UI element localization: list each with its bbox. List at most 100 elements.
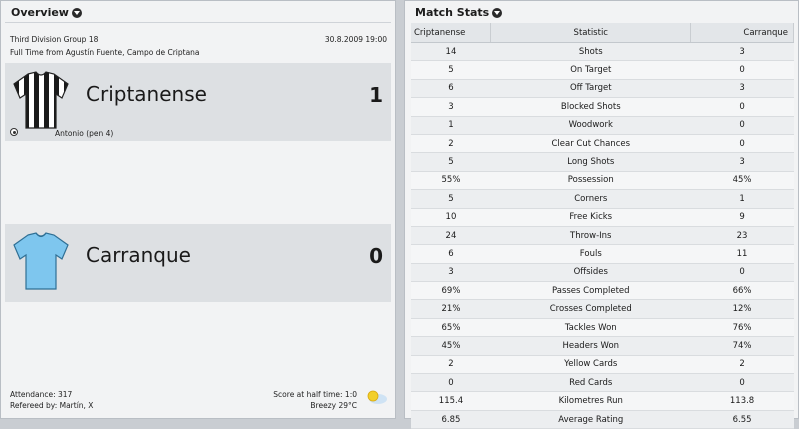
attendance: Attendance: 317: [10, 390, 73, 399]
statistic-label: Fouls: [490, 244, 691, 264]
home-value: 2: [411, 355, 491, 375]
home-value: 5: [411, 189, 491, 209]
statistic-label: Woodwork: [490, 116, 691, 135]
away-team-name[interactable]: Carranque: [86, 243, 191, 267]
home-value: 55%: [411, 171, 491, 191]
table-row: 0 Red Cards 0: [411, 373, 794, 393]
home-value: 14: [411, 42, 491, 62]
referee[interactable]: Refereed by: Martín, X: [10, 401, 94, 410]
table-row: 21% Crosses Completed 12%: [411, 299, 794, 319]
competition-label[interactable]: Third Division Group 18: [10, 35, 99, 44]
home-value: 115.4: [411, 391, 491, 411]
away-value: 76%: [690, 318, 794, 338]
table-row: 24 Throw-Ins 23: [411, 226, 794, 246]
away-value: 23: [690, 226, 794, 246]
home-value: 45%: [411, 336, 491, 356]
table-row: 2 Yellow Cards 2: [411, 355, 794, 375]
overview-panel: Overview Third Division Group 18 30.8.20…: [0, 0, 396, 419]
away-value: 66%: [690, 281, 794, 301]
statistic-label: Average Rating: [490, 410, 691, 429]
match-stats-header[interactable]: Match Stats: [415, 6, 503, 19]
table-row: 6.85 Average Rating 6.55: [411, 410, 794, 429]
overview-header[interactable]: Overview: [11, 6, 82, 19]
table-row: 69% Passes Completed 66%: [411, 281, 794, 301]
away-value: 1: [690, 189, 794, 209]
table-row: 45% Headers Won 74%: [411, 336, 794, 356]
away-value: 74%: [690, 336, 794, 356]
weather-label: Breezy 29°C: [310, 401, 357, 410]
table-row: 2 Clear Cut Chances 0: [411, 134, 794, 154]
home-value: 0: [411, 373, 491, 393]
away-value: 0: [690, 97, 794, 117]
statistic-label: Throw-Ins: [490, 226, 691, 246]
table-row: 3 Blocked Shots 0: [411, 97, 794, 117]
sun-icon: [367, 390, 387, 404]
away-value: 45%: [690, 171, 794, 191]
home-team-row: Criptanense 1: [5, 63, 391, 141]
home-value: 10: [411, 208, 491, 227]
statistic-label: Kilometres Run: [490, 391, 691, 411]
home-value: 2: [411, 134, 491, 154]
half-time-score: Score at half time: 1:0: [273, 390, 357, 399]
table-row: 5 On Target 0: [411, 60, 794, 80]
statistic-label: Shots: [490, 42, 691, 62]
home-value: 5: [411, 152, 491, 172]
away-value: 2: [690, 355, 794, 375]
home-kit-icon: [13, 71, 69, 129]
home-team-name[interactable]: Criptanense: [86, 82, 207, 106]
statistic-label: Red Cards: [490, 373, 691, 393]
table-row: 1 Woodwork 0: [411, 116, 794, 135]
away-team-row: Carranque 0: [5, 224, 391, 302]
match-date: 30.8.2009 19:00: [324, 35, 387, 44]
statistic-label: Free Kicks: [490, 208, 691, 227]
table-row: 55% Possession 45%: [411, 171, 794, 191]
statistic-label: Passes Completed: [490, 281, 691, 301]
statistic-label: Clear Cut Chances: [490, 134, 691, 154]
table-row: 6 Fouls 11: [411, 244, 794, 264]
away-value: 3: [690, 42, 794, 62]
away-value: 9: [690, 208, 794, 227]
statistic-label: Offsides: [490, 263, 691, 283]
table-row: 5 Long Shots 3: [411, 152, 794, 172]
table-row: 14 Shots 3: [411, 42, 794, 62]
match-stats-panel: Match Stats Criptanense Statistic Carran…: [404, 0, 799, 429]
overview-title: Overview: [11, 6, 69, 19]
statistic-label: Yellow Cards: [490, 355, 691, 375]
table-row: 10 Free Kicks 9: [411, 208, 794, 227]
table-row: 65% Tackles Won 76%: [411, 318, 794, 338]
goal-ball-icon: [10, 128, 18, 136]
column-header-statistic[interactable]: Statistic: [490, 23, 692, 43]
away-value: 6.55: [690, 410, 794, 429]
statistic-label: Corners: [490, 189, 691, 209]
home-value: 5: [411, 60, 491, 80]
away-value: 0: [690, 263, 794, 283]
home-value: 24: [411, 226, 491, 246]
chevron-down-icon[interactable]: [71, 7, 82, 18]
column-header-home[interactable]: Criptanense: [411, 23, 492, 43]
home-value: 65%: [411, 318, 491, 338]
venue-line: Full Time from Agustín Fuente, Campo de …: [10, 48, 200, 57]
table-row: 5 Corners 1: [411, 189, 794, 209]
home-value: 6: [411, 79, 491, 99]
home-value: 3: [411, 97, 491, 117]
statistic-label: On Target: [490, 60, 691, 80]
stats-header-row: Criptanense Statistic Carranque: [411, 23, 794, 43]
divider: [5, 22, 391, 23]
column-header-away[interactable]: Carranque: [690, 23, 794, 43]
match-stats-title: Match Stats: [415, 6, 490, 19]
statistic-label: Headers Won: [490, 336, 691, 356]
chevron-down-icon[interactable]: [492, 7, 503, 18]
home-value: 1: [411, 116, 491, 135]
away-value: 113.8: [690, 391, 794, 411]
home-value: 21%: [411, 299, 491, 319]
away-value: 0: [690, 373, 794, 393]
away-kit-icon: [13, 232, 69, 290]
statistic-label: Blocked Shots: [490, 97, 691, 117]
away-value: 0: [690, 134, 794, 154]
goal-scorer[interactable]: Antonio (pen 4): [55, 129, 114, 138]
statistic-label: Long Shots: [490, 152, 691, 172]
statistic-label: Tackles Won: [490, 318, 691, 338]
home-value: 69%: [411, 281, 491, 301]
away-value: 0: [690, 60, 794, 80]
home-value: 6: [411, 244, 491, 264]
